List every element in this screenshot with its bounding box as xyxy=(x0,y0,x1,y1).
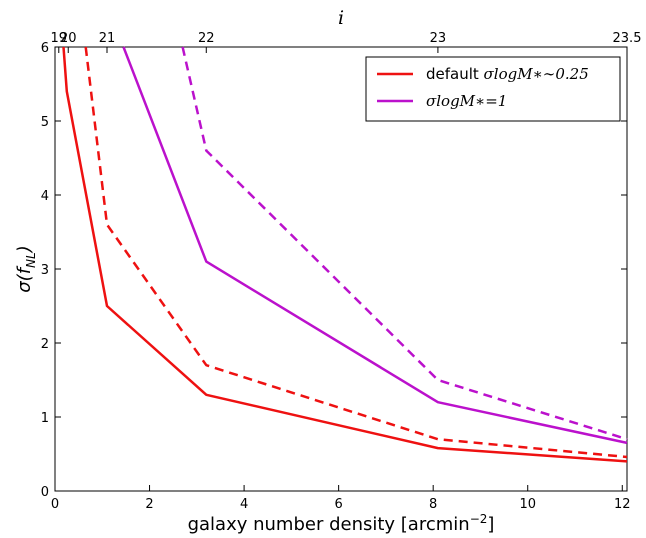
axis-ticks xyxy=(54,46,628,492)
series-red-solid xyxy=(62,46,628,463)
x-tick-label: 10 xyxy=(519,497,536,512)
x-tick-label: 4 xyxy=(240,497,248,512)
top-tick-label: 22 xyxy=(198,31,215,46)
y-tick-label: 0 xyxy=(41,485,49,500)
legend-label-default: default σlogM∗∼0.25 xyxy=(426,65,589,83)
series-lines xyxy=(62,46,628,463)
x-tick-label: 8 xyxy=(429,497,437,512)
y-axis-title: σ(fNL) xyxy=(14,245,38,292)
x-axis-title: galaxy number density [arcmin−2] xyxy=(188,512,495,535)
y-tick-label: 5 xyxy=(41,115,49,130)
y-tick-label: 2 xyxy=(41,337,49,352)
top-tick-label: 19 xyxy=(51,31,68,46)
x-tick-label: 2 xyxy=(145,497,153,512)
series-magenta-dashed xyxy=(181,46,628,441)
y-tick-label: 4 xyxy=(41,189,49,204)
top-tick-label: 23.5 xyxy=(613,31,642,46)
y-tick-label: 1 xyxy=(41,411,49,426)
top-tick-label: 20 xyxy=(60,31,77,46)
x-tick-label: 12 xyxy=(614,497,631,512)
top-axis-title: i xyxy=(338,7,344,29)
top-tick-label: 21 xyxy=(99,31,116,46)
y-tick-label: 6 xyxy=(41,41,49,56)
series-red-dashed xyxy=(84,46,628,459)
legend: default σlogM∗∼0.25 σlogM∗=1 xyxy=(365,56,621,122)
x-tick-label: 6 xyxy=(334,497,342,512)
top-tick-label: 23 xyxy=(430,31,447,46)
legend-label-sigma1: σlogM∗=1 xyxy=(426,92,507,110)
x-tick-label: 0 xyxy=(51,497,59,512)
y-tick-label: 3 xyxy=(41,263,49,278)
series-magenta-solid xyxy=(122,46,628,445)
legend-box xyxy=(365,56,621,122)
